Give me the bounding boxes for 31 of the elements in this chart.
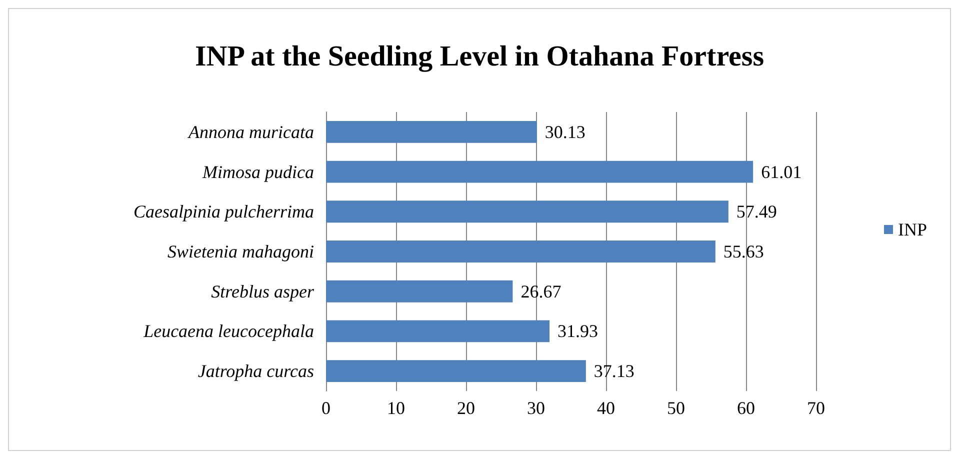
data-label: 26.67: [520, 281, 562, 302]
y-tick-label: Annona muricata: [188, 122, 314, 142]
legend-label: INP: [898, 220, 928, 240]
bar: [326, 360, 586, 382]
bar: [326, 320, 550, 342]
data-label: 55.63: [723, 242, 764, 262]
bar: [326, 160, 754, 183]
bar: [326, 200, 728, 223]
y-tick-label: Mimosa pudica: [202, 162, 314, 182]
x-tick-label: 0: [322, 398, 330, 418]
data-label: 61.01: [761, 162, 802, 182]
y-tick-label: Leucaena leucocephala: [142, 321, 314, 342]
y-tick-label: Streblus asper: [211, 281, 315, 302]
data-label: 57.49: [736, 202, 777, 222]
x-tick-label: 70: [807, 398, 825, 418]
chart-title: INP at the Seedling Level in Otahana Fortress: [195, 40, 764, 72]
y-tick-label: Caesalpinia pulcherrima: [134, 202, 314, 222]
data-label: 30.13: [544, 122, 586, 142]
x-tick-label: 20: [457, 398, 475, 418]
bar: [326, 280, 513, 302]
bar: [326, 240, 716, 262]
x-tick-label: 40: [597, 398, 615, 418]
bar: [326, 120, 537, 143]
data-label: 31.93: [558, 321, 598, 342]
x-tick-label: 30: [527, 398, 545, 418]
data-label: 37.13: [594, 361, 634, 382]
x-tick-label: 60: [737, 398, 755, 418]
x-tick-label: 50: [667, 398, 685, 418]
x-tick-label: 10: [387, 398, 405, 418]
y-tick-label: Jatropha curcas: [198, 361, 314, 382]
y-tick-label: Swietenia mahagoni: [168, 242, 314, 262]
